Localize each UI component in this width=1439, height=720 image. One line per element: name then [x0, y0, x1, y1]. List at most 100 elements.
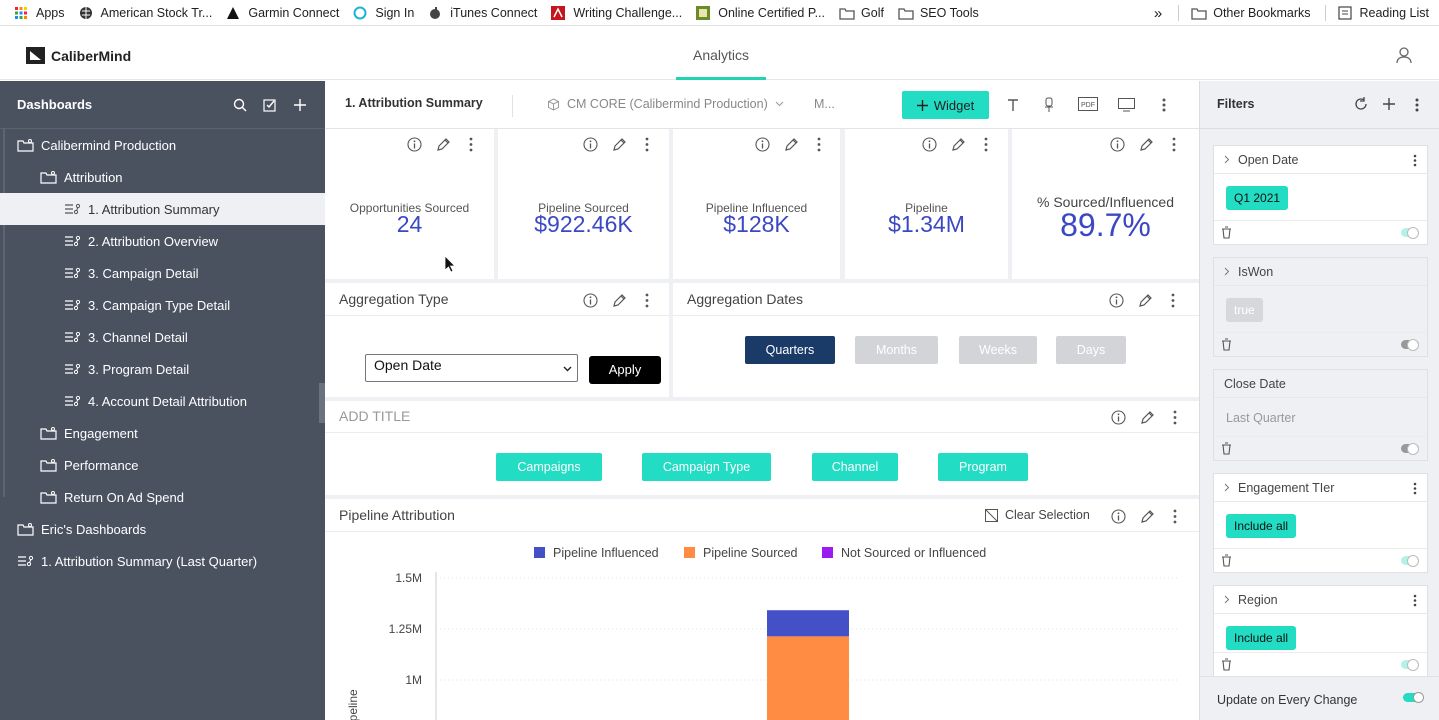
filter-value[interactable]: Last Quarter: [1226, 411, 1296, 425]
sidebar-item[interactable]: 3. Campaign Type Detail: [0, 289, 325, 321]
toolbar-more-icon[interactable]: [1162, 98, 1166, 112]
info-icon[interactable]: [583, 293, 598, 308]
sidebar-item[interactable]: Return On Ad Spend: [0, 481, 325, 513]
info-icon[interactable]: [1109, 293, 1124, 308]
filter-header[interactable]: Open Date: [1214, 146, 1427, 174]
sidebar-item[interactable]: 1. Attribution Summary (Last Quarter): [0, 545, 325, 577]
checklist-icon[interactable]: [263, 98, 277, 112]
legend-item[interactable]: Not Sourced or Influenced: [822, 546, 986, 560]
sidebar-item[interactable]: Eric's Dashboards: [0, 513, 325, 545]
bookmark-certified[interactable]: Online Certified P...: [696, 5, 825, 20]
more-vertical-icon[interactable]: [1171, 293, 1175, 308]
edit-pencil-icon[interactable]: [1139, 137, 1154, 152]
more-vertical-icon[interactable]: [645, 293, 649, 308]
edit-pencil-icon[interactable]: [1140, 509, 1155, 524]
clear-selection-button[interactable]: Clear Selection: [985, 508, 1090, 522]
apply-button[interactable]: Apply: [589, 356, 661, 384]
datasource-selector[interactable]: CM CORE (Calibermind Production): [547, 97, 784, 111]
trash-icon[interactable]: [1221, 658, 1232, 671]
info-icon[interactable]: [755, 137, 770, 152]
chevron-right-icon[interactable]: [1224, 595, 1230, 604]
date-granularity-button[interactable]: Weeks: [959, 336, 1037, 364]
brand-logo[interactable]: CaliberMind: [26, 47, 131, 64]
bar-pipeline-influenced[interactable]: [767, 610, 849, 637]
trash-icon[interactable]: [1221, 226, 1232, 239]
reading-list[interactable]: Reading List: [1337, 6, 1429, 20]
add-filter-icon[interactable]: [1382, 97, 1396, 111]
other-bookmarks[interactable]: Other Bookmarks: [1191, 6, 1311, 20]
info-icon[interactable]: [1111, 410, 1126, 425]
filter-header[interactable]: IsWon: [1214, 258, 1427, 286]
more-vertical-icon[interactable]: [1173, 410, 1177, 425]
filter-enable-toggle[interactable]: [1401, 339, 1419, 351]
present-monitor-icon[interactable]: [1118, 98, 1135, 112]
filter-enable-toggle[interactable]: [1401, 227, 1419, 239]
edit-pencil-icon[interactable]: [784, 137, 799, 152]
update-on-change-toggle[interactable]: [1403, 692, 1424, 703]
dimension-button[interactable]: Program: [938, 453, 1028, 481]
dimension-button[interactable]: Campaigns: [496, 453, 602, 481]
edit-pencil-icon[interactable]: [1140, 410, 1155, 425]
info-icon[interactable]: [583, 137, 598, 152]
chevron-right-icon[interactable]: [1224, 483, 1230, 492]
add-dashboard-icon[interactable]: [293, 98, 307, 112]
pipeline-attribution-chart[interactable]: Pipeline Influenced Pipeline Sourced Not S…: [325, 532, 1199, 720]
sidebar-resize-handle[interactable]: [319, 383, 325, 423]
sidebar-item[interactable]: 1. Attribution Summary: [0, 193, 325, 225]
edit-pencil-icon[interactable]: [612, 137, 627, 152]
info-icon[interactable]: [1110, 137, 1125, 152]
sidebar-item[interactable]: Attribution: [0, 161, 325, 193]
bookmark-sign-in[interactable]: Sign In: [353, 6, 414, 20]
add-widget-button[interactable]: Widget: [902, 91, 989, 119]
info-icon[interactable]: [407, 137, 422, 152]
trash-icon[interactable]: [1221, 554, 1232, 567]
filter-header[interactable]: Close Date: [1214, 370, 1427, 398]
filter-enable-toggle[interactable]: [1401, 659, 1419, 671]
dimension-button[interactable]: Campaign Type: [642, 453, 771, 481]
more-vertical-icon[interactable]: [469, 137, 473, 152]
filter-funnel-icon[interactable]: [1043, 97, 1055, 113]
refresh-icon[interactable]: [1354, 97, 1368, 111]
chevron-right-icon[interactable]: [1224, 155, 1230, 164]
bookmark-garmin[interactable]: Garmin Connect: [226, 6, 339, 20]
tab-analytics[interactable]: Analytics: [676, 27, 766, 80]
sidebar-item[interactable]: 2. Attribution Overview: [0, 225, 325, 257]
more-vertical-icon[interactable]: [1173, 509, 1177, 524]
sidebar-item[interactable]: 4. Account Detail Attribution: [0, 385, 325, 417]
filter-value-chip[interactable]: true: [1226, 298, 1263, 322]
chevron-right-icon[interactable]: [1224, 267, 1230, 276]
sidebar-item[interactable]: 3. Campaign Detail: [0, 257, 325, 289]
legend-item[interactable]: Pipeline Influenced: [534, 546, 659, 560]
sidebar-item[interactable]: 3. Channel Detail: [0, 321, 325, 353]
edit-pencil-icon[interactable]: [1138, 293, 1153, 308]
date-granularity-button[interactable]: Quarters: [745, 336, 835, 364]
user-icon[interactable]: [1396, 47, 1412, 64]
legend-item[interactable]: Pipeline Sourced: [684, 546, 798, 560]
more-vertical-icon[interactable]: [1172, 137, 1176, 152]
filter-value-chip[interactable]: Include all: [1226, 626, 1297, 650]
date-granularity-button[interactable]: Days: [1056, 336, 1126, 364]
filter-value-chip[interactable]: Q1 2021: [1226, 186, 1289, 210]
filter-header[interactable]: Region: [1214, 586, 1427, 614]
info-icon[interactable]: [922, 137, 937, 152]
edit-pencil-icon[interactable]: [951, 137, 966, 152]
bookmark-seo-tools[interactable]: SEO Tools: [898, 6, 979, 20]
more-vertical-icon[interactable]: [817, 137, 821, 152]
filter-more-icon[interactable]: [1413, 154, 1417, 167]
trash-icon[interactable]: [1221, 338, 1232, 351]
sidebar-item[interactable]: 3. Program Detail: [0, 353, 325, 385]
pdf-export-icon[interactable]: PDF: [1078, 97, 1098, 111]
dimension-button[interactable]: Channel: [812, 453, 898, 481]
more-vertical-icon[interactable]: [645, 137, 649, 152]
filter-enable-toggle[interactable]: [1401, 555, 1419, 567]
filter-enable-toggle[interactable]: [1401, 443, 1419, 455]
sidebar-item[interactable]: Engagement: [0, 417, 325, 449]
filter-more-icon[interactable]: [1413, 482, 1417, 495]
text-tool-icon[interactable]: [1006, 98, 1020, 112]
filter-header[interactable]: Engagement TIer: [1214, 474, 1427, 502]
trash-icon[interactable]: [1221, 442, 1232, 455]
sidebar-item[interactable]: Performance: [0, 449, 325, 481]
bookmarks-overflow-button[interactable]: »: [1153, 4, 1163, 22]
bookmark-itunes[interactable]: iTunes Connect: [428, 6, 537, 20]
bookmark-golf[interactable]: Golf: [839, 6, 884, 20]
